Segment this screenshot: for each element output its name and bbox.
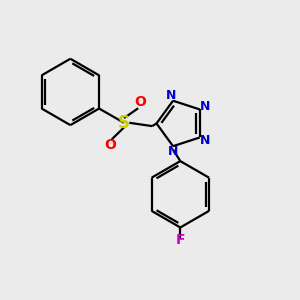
Text: N: N xyxy=(200,134,210,147)
Text: N: N xyxy=(166,89,176,102)
Text: O: O xyxy=(104,138,116,152)
Text: O: O xyxy=(134,95,146,109)
Text: S: S xyxy=(118,114,130,132)
Text: F: F xyxy=(176,233,185,247)
Text: N: N xyxy=(200,100,210,113)
Text: N: N xyxy=(168,145,178,158)
